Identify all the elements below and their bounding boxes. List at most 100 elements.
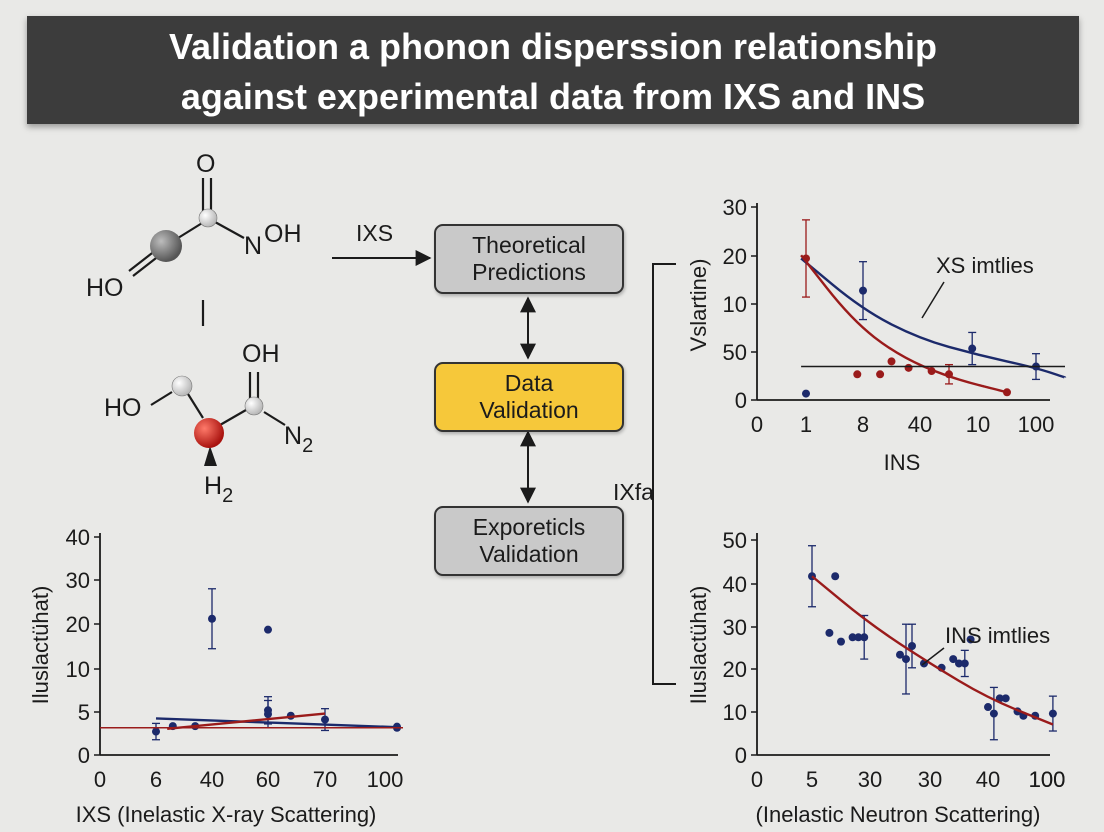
ixs-arrow-label: IXS	[356, 220, 394, 246]
title-line-2: against experimental data from IXS and I…	[180, 76, 926, 117]
data-point	[859, 286, 867, 295]
x-tick-label: 0	[751, 412, 763, 437]
box-line-2: Validation	[479, 541, 579, 567]
y-tick-label: 5	[78, 700, 90, 725]
data-point	[984, 703, 992, 712]
experimental-validation-box: Exporeticls Validation	[434, 506, 624, 576]
data-point	[264, 625, 272, 634]
hydrogen-atom	[171, 375, 193, 397]
hydroxyl-label: OH	[242, 340, 280, 368]
y-tick-label: 40	[723, 572, 747, 597]
data-point	[1001, 694, 1010, 703]
hydroxyl-label-right: OH	[264, 220, 302, 248]
data-point	[876, 370, 885, 379]
y-tick-label: 0	[735, 388, 747, 413]
y-tick-label: 20	[723, 244, 747, 269]
x-tick-label: 60	[256, 767, 280, 792]
data-point	[904, 363, 913, 372]
title-banner: Validation a phonon disperssion relation…	[27, 16, 1079, 124]
annotation-label: INS imtlies	[945, 623, 1050, 648]
x-tick-label: 6	[150, 767, 162, 792]
series-line-red-fit	[167, 712, 326, 731]
data-point	[1048, 709, 1057, 718]
series-line-red-fit	[811, 575, 1054, 726]
series-line-navy-fit	[800, 257, 1066, 379]
x-tick-label: 30	[918, 767, 942, 792]
x-tick-label: 100	[1029, 767, 1066, 792]
x-axis-label: INS	[884, 450, 921, 475]
y-tick-label: 10	[723, 292, 747, 317]
y-tick-label: 10	[723, 700, 747, 725]
x-axis-label: (Inelastic Neutron Scattering)	[756, 802, 1041, 827]
hydrogen-label: H2	[204, 472, 233, 507]
x-tick-label: 40	[200, 767, 224, 792]
annotation-label: XS imtlies	[936, 253, 1034, 278]
data-point	[853, 370, 862, 379]
data-point	[854, 633, 863, 642]
data-point	[264, 706, 272, 715]
box-line-1: Exporeticls	[472, 514, 586, 540]
data-point	[802, 389, 810, 398]
x-tick-label: 0	[751, 767, 763, 792]
carbon-atom	[150, 230, 182, 262]
hydrogen-atom	[198, 208, 218, 228]
data-point	[955, 659, 963, 668]
data-point	[902, 655, 910, 664]
data-point	[208, 614, 216, 623]
data-point	[837, 637, 845, 646]
data-point	[825, 628, 834, 637]
x-tick-label: 30	[858, 767, 882, 792]
y-tick-label: 10	[66, 657, 90, 682]
x-tick-label: 8	[857, 412, 869, 437]
x-tick-label: 0	[94, 767, 106, 792]
wedge-bond	[204, 446, 217, 466]
data-point	[321, 715, 329, 724]
x-tick-label: 100	[1018, 412, 1055, 437]
y-tick-label: 40	[66, 525, 90, 550]
nitrogen-label: N2	[284, 422, 313, 457]
data-point	[960, 659, 969, 668]
title-line-1: Validation a phonon disperssion relation…	[168, 26, 938, 67]
x-tick-label: 40	[908, 412, 932, 437]
data-validation-box: Data Validation	[434, 362, 624, 432]
annotation-pointer	[921, 281, 945, 319]
x-tick-label: 70	[313, 767, 337, 792]
series-line-red-fit	[800, 254, 1008, 394]
x-tick-label: 5	[806, 767, 818, 792]
y-tick-label: 30	[66, 568, 90, 593]
x-tick-label: 100	[367, 767, 404, 792]
bracket	[652, 263, 676, 685]
data-point	[896, 650, 904, 659]
y-tick-label: 20	[66, 612, 90, 637]
chart-top-right: 0 50 10 20 30 0 1 8 40 10 100 INS Vslartine) XS imtli…	[686, 195, 1066, 475]
y-tick-label: 30	[723, 195, 747, 220]
x-tick-label: 1	[800, 412, 812, 437]
nitrogen-label: N	[244, 232, 262, 260]
data-point	[831, 572, 840, 581]
x-axis-label: IXS (Inelastic X-ray Scattering)	[76, 802, 377, 827]
box-line-2: Predictions	[472, 259, 586, 285]
annotation-pointer	[921, 647, 945, 666]
x-tick-label: 100	[1029, 767, 1066, 792]
chart-bottom-left: 0 5 10 20 30 40 0 6 40 60 70 100 IXS (Inelastic X-ra…	[28, 525, 403, 827]
oxygen-label-top: O	[196, 150, 215, 178]
y-tick-label: 0	[78, 743, 90, 768]
data-point	[908, 642, 916, 650]
data-point	[848, 633, 857, 642]
y-tick-label: 50	[723, 528, 747, 553]
y-axis-label: Vslartine)	[686, 259, 711, 352]
data-point	[968, 344, 977, 353]
box-line-1: Theoretical	[472, 232, 586, 258]
x-tick-label: 10	[966, 412, 990, 437]
y-tick-label: 0	[735, 743, 747, 768]
data-point	[966, 635, 975, 644]
box-line-1: Data	[504, 370, 554, 396]
y-tick-label: 20	[723, 657, 747, 682]
bracket-label: IXfa	[613, 479, 654, 505]
oxygen-atom	[194, 418, 224, 448]
series-line-navy-fit	[155, 717, 398, 729]
hydroxyl-label-left: HO	[104, 394, 142, 422]
